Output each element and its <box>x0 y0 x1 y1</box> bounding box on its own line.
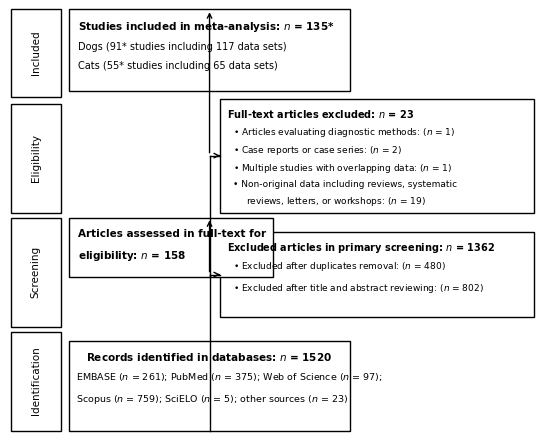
Text: Studies included in meta-analysis: $n$ = 135*: Studies included in meta-analysis: $n$ =… <box>78 20 334 34</box>
Text: reviews, letters, or workshops: ($n$ = 19): reviews, letters, or workshops: ($n$ = 1… <box>246 195 426 208</box>
Text: Eligibility: Eligibility <box>31 134 41 182</box>
Text: • Case reports or case series: ($n$ = 2): • Case reports or case series: ($n$ = 2) <box>233 144 403 157</box>
Text: Excluded articles in primary screening: $n$ = 1362: Excluded articles in primary screening: … <box>227 241 494 255</box>
Text: • Articles evaluating diagnostic methods: ($n$ = 1): • Articles evaluating diagnostic methods… <box>233 126 455 139</box>
Bar <box>11 104 60 213</box>
Text: Screening: Screening <box>31 246 41 298</box>
Text: • Non-original data including reviews, systematic: • Non-original data including reviews, s… <box>233 180 458 189</box>
Text: Full-text articles excluded: $n$ = 23: Full-text articles excluded: $n$ = 23 <box>227 108 414 120</box>
Bar <box>11 9 60 97</box>
Bar <box>220 232 534 317</box>
Text: Dogs (91* studies including 117 data sets): Dogs (91* studies including 117 data set… <box>78 42 287 52</box>
Text: • Excluded after duplicates removal: ($n$ = 480): • Excluded after duplicates removal: ($n… <box>233 260 446 273</box>
Bar <box>11 218 60 327</box>
Bar <box>220 99 534 213</box>
Text: Included: Included <box>31 31 41 75</box>
Bar <box>69 341 350 431</box>
Text: Identification: Identification <box>31 347 41 416</box>
Bar <box>69 9 350 91</box>
Text: Records identified in databases: $n$ = 1520: Records identified in databases: $n$ = 1… <box>86 352 333 364</box>
Text: • Multiple studies with overlapping data: ($n$ = 1): • Multiple studies with overlapping data… <box>233 162 453 175</box>
Text: eligibility: $n$ = 158: eligibility: $n$ = 158 <box>78 249 186 263</box>
Text: Scopus ($n$ = 759); SciELO ($n$ = 5); other sources ($n$ = 23): Scopus ($n$ = 759); SciELO ($n$ = 5); ot… <box>76 393 349 406</box>
Bar <box>69 218 273 277</box>
Bar <box>11 332 60 431</box>
Text: Cats (55* studies including 65 data sets): Cats (55* studies including 65 data sets… <box>78 61 278 71</box>
Text: • Excluded after title and abstract reviewing: ($n$ = 802): • Excluded after title and abstract revi… <box>233 282 484 295</box>
Text: Articles assessed in full-text for: Articles assessed in full-text for <box>78 230 266 239</box>
Text: EMBASE ($n$ = 261); PubMed ($n$ = 375); Web of Science ($n$ = 97);: EMBASE ($n$ = 261); PubMed ($n$ = 375); … <box>76 371 383 383</box>
